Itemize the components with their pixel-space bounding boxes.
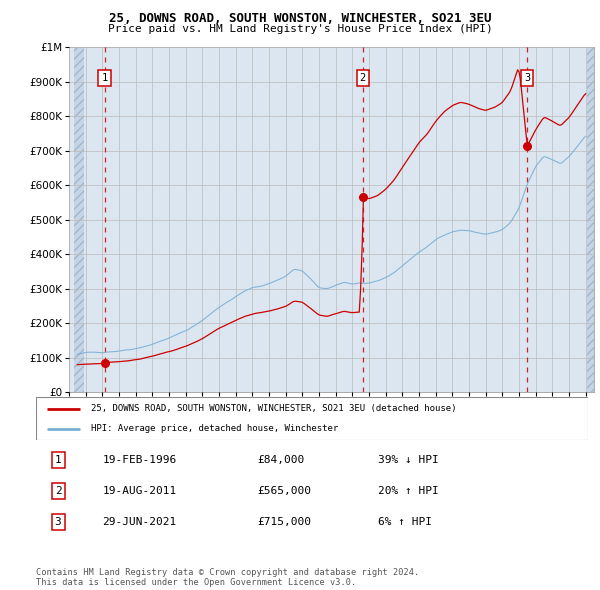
Text: Contains HM Land Registry data © Crown copyright and database right 2024.
This d: Contains HM Land Registry data © Crown c… bbox=[36, 568, 419, 587]
Text: £565,000: £565,000 bbox=[257, 486, 311, 496]
Bar bbox=[74, 47, 84, 392]
Text: 3: 3 bbox=[524, 73, 530, 83]
FancyBboxPatch shape bbox=[36, 397, 588, 440]
Text: 1: 1 bbox=[101, 73, 107, 83]
Text: 19-FEB-1996: 19-FEB-1996 bbox=[102, 455, 176, 465]
Text: £84,000: £84,000 bbox=[257, 455, 304, 465]
Text: 20% ↑ HPI: 20% ↑ HPI bbox=[378, 486, 439, 496]
Text: 2: 2 bbox=[55, 486, 61, 496]
Text: 6% ↑ HPI: 6% ↑ HPI bbox=[378, 517, 432, 527]
Text: HPI: Average price, detached house, Winchester: HPI: Average price, detached house, Winc… bbox=[91, 424, 338, 434]
Text: 39% ↓ HPI: 39% ↓ HPI bbox=[378, 455, 439, 465]
Text: 25, DOWNS ROAD, SOUTH WONSTON, WINCHESTER, SO21 3EU: 25, DOWNS ROAD, SOUTH WONSTON, WINCHESTE… bbox=[109, 12, 491, 25]
Text: 2: 2 bbox=[360, 73, 366, 83]
Text: 19-AUG-2011: 19-AUG-2011 bbox=[102, 486, 176, 496]
Bar bbox=[587, 47, 594, 392]
Text: 1: 1 bbox=[55, 455, 61, 465]
Text: £715,000: £715,000 bbox=[257, 517, 311, 527]
Text: Price paid vs. HM Land Registry's House Price Index (HPI): Price paid vs. HM Land Registry's House … bbox=[107, 24, 493, 34]
Text: 3: 3 bbox=[55, 517, 61, 527]
Text: 29-JUN-2021: 29-JUN-2021 bbox=[102, 517, 176, 527]
Text: 25, DOWNS ROAD, SOUTH WONSTON, WINCHESTER, SO21 3EU (detached house): 25, DOWNS ROAD, SOUTH WONSTON, WINCHESTE… bbox=[91, 405, 457, 414]
